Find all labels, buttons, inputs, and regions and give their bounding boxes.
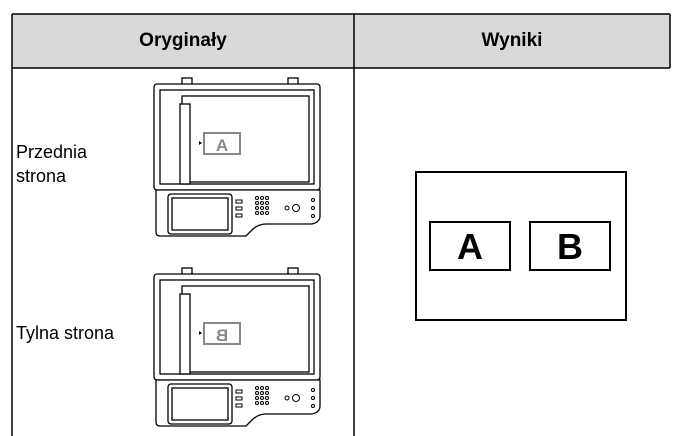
header-originals: Oryginały	[12, 14, 354, 68]
scanner-front	[153, 77, 321, 237]
front-page-letter: A	[216, 136, 228, 155]
result-sheet	[415, 171, 627, 321]
back-label: Tylna strona	[16, 323, 115, 343]
result-box-a	[429, 221, 511, 271]
scanner-back	[153, 267, 321, 427]
result-box-b	[529, 221, 611, 271]
result-letter-b: B	[557, 226, 583, 267]
front-label: Przednia strona	[16, 142, 88, 186]
header-results: Wyniki	[354, 14, 670, 68]
result-letter-a: A	[457, 226, 483, 267]
back-page-letter: B	[216, 326, 228, 345]
